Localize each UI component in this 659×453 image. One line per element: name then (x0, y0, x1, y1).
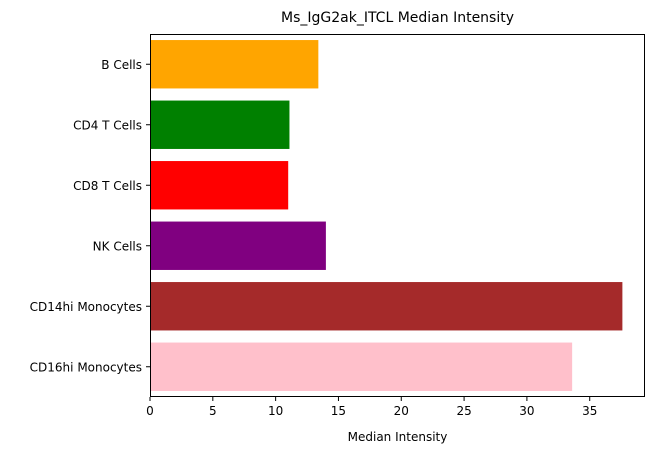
y-tick-label: CD4 T Cells (73, 118, 142, 132)
y-tick-label: NK Cells (93, 239, 142, 253)
x-tick-label: 25 (456, 404, 471, 418)
bars (150, 40, 623, 391)
x-tick-label: 10 (268, 404, 283, 418)
bar-cd4-t-cells (150, 100, 290, 149)
x-tick-label: 20 (394, 404, 409, 418)
y-tick-label: CD16hi Monocytes (30, 360, 142, 374)
x-tick-label: 0 (146, 404, 154, 418)
x-axis-label: Median Intensity (348, 430, 448, 444)
x-tick-label: 5 (209, 404, 217, 418)
bar-cd16hi-monocytes (150, 342, 573, 391)
bar-nk-cells (150, 221, 326, 270)
y-axis-ticks: B Cells CD4 T Cells CD8 T Cells NK Cells CD1… (30, 58, 150, 374)
y-tick-label: CD8 T Cells (73, 179, 142, 193)
bar-b-cells (150, 40, 319, 89)
x-tick-label: 35 (582, 404, 597, 418)
plot-frame (150, 34, 645, 397)
chart-title: Ms_IgG2ak_ITCL Median Intensity (281, 10, 514, 26)
x-axis-ticks: 0 5 10 15 20 25 30 35 (146, 397, 597, 418)
x-tick-label: 30 (519, 404, 534, 418)
bar-cd14hi-monocytes (150, 282, 623, 331)
x-tick-label: 15 (331, 404, 346, 418)
y-tick-label: CD14hi Monocytes (30, 300, 142, 314)
y-tick-label: B Cells (101, 58, 142, 72)
bar-cd8-t-cells (150, 161, 289, 210)
